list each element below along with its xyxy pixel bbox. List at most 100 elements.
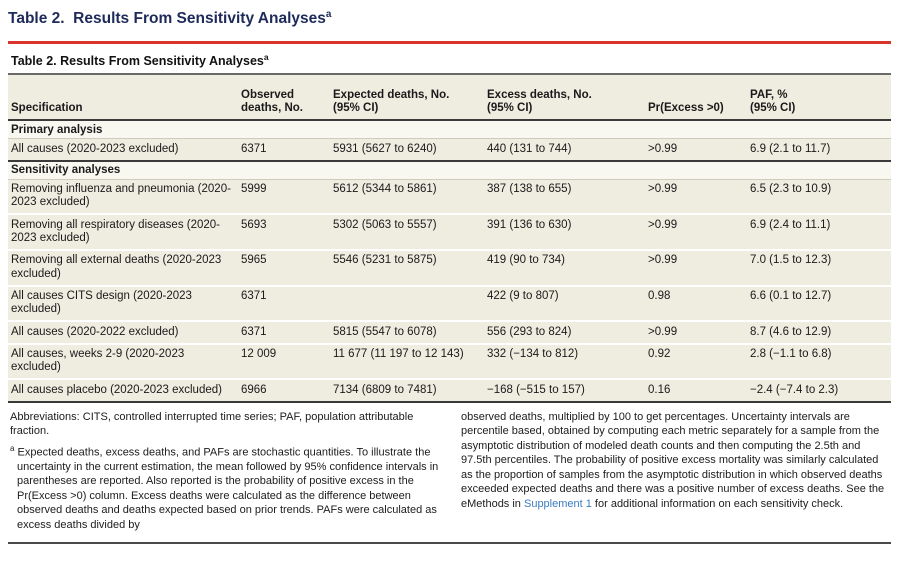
table-title: Table 2. Results From Sensitivity Analys… bbox=[11, 52, 891, 68]
table-cell: 6.5 (2.3 to 10.9) bbox=[750, 183, 832, 196]
table-cell: 387 (138 to 655) bbox=[487, 183, 572, 196]
column-header-line: Observed bbox=[241, 88, 295, 101]
page-title-text: Table 2. Results From Sensitivity Analys… bbox=[8, 10, 326, 28]
table-end-divider bbox=[8, 400, 891, 403]
table-cell: 5612 (5344 to 5861) bbox=[333, 183, 437, 196]
supplement-1-link[interactable]: Supplement 1 bbox=[523, 497, 592, 510]
header-divider bbox=[8, 119, 891, 122]
table-cell: 440 (131 to 744) bbox=[487, 142, 572, 155]
bottom-divider bbox=[8, 542, 891, 545]
table-cell: −2.4 (−7.4 to 2.3) bbox=[750, 383, 839, 396]
footnote-column-right: observed deaths, multiplied by 100 to ge… bbox=[461, 410, 890, 538]
table-cell: >0.99 bbox=[648, 325, 678, 338]
table-cell: >0.99 bbox=[648, 254, 678, 267]
table-cell: 419 (90 to 734) bbox=[487, 254, 566, 267]
table-row: All causes (2020-2022 excluded) 6371 5815 … bbox=[8, 320, 891, 343]
table-cell: 6.9 (2.4 to 11.1) bbox=[750, 218, 831, 231]
table-card: Table 2. Results From Sensitivity Analys… bbox=[8, 52, 891, 403]
column-header-line: (95% CI) bbox=[487, 101, 533, 114]
table-cell: 422 (9 to 807) bbox=[487, 290, 559, 303]
table-cell: 0.16 bbox=[648, 383, 671, 396]
table-row: All causes, weeks 2-9 (2020-2023 exclude… bbox=[8, 342, 891, 379]
table-cell: −168 (−515 to 157) bbox=[487, 383, 585, 396]
table-cell: Removing all external deaths (2020-2023 … bbox=[11, 254, 222, 280]
section-divider bbox=[8, 138, 891, 140]
table-cell: >0.99 bbox=[648, 183, 678, 196]
column-header-line: (95% CI) bbox=[750, 101, 796, 114]
table-cell: 7.0 (1.5 to 12.3) bbox=[750, 254, 832, 267]
column-header: Excess deaths, No. (95% CI) bbox=[487, 89, 648, 116]
section-header-row: Sensitivity analyses bbox=[8, 161, 891, 179]
table-cell: 5931 (5627 to 6240) bbox=[333, 142, 437, 155]
table-cell: All causes, weeks 2-9 (2020-2023 exclude… bbox=[11, 348, 185, 374]
section-divider bbox=[8, 178, 891, 180]
column-header-line: Excess deaths, No. bbox=[487, 88, 592, 101]
column-header-line: Specification bbox=[11, 101, 83, 114]
table-cell: All causes CITS design (2020-2023 exclud… bbox=[11, 290, 192, 316]
table-cell bbox=[333, 290, 487, 317]
column-header: Observed deaths, No. bbox=[241, 89, 333, 116]
table-cell: 2.8 (−1.1 to 6.8) bbox=[750, 348, 832, 361]
column-header-line: deaths, No. bbox=[241, 101, 303, 114]
footnote-a-marker: a bbox=[10, 443, 15, 453]
table-cell: 5546 (5231 to 5875) bbox=[333, 254, 437, 267]
table-cell: Removing influenza and pneumonia (2020-2… bbox=[11, 183, 231, 209]
column-header-line: Expected deaths, No. bbox=[333, 88, 450, 101]
footnotes: Abbreviations: CITS, controlled interrup… bbox=[10, 410, 890, 538]
table-cell: All causes (2020-2023 excluded) bbox=[11, 142, 179, 155]
column-header: Specification bbox=[11, 102, 241, 115]
table-row: Removing all external deaths (2020-2023 … bbox=[8, 248, 891, 285]
table-row: Removing influenza and pneumonia (2020-2… bbox=[8, 179, 891, 214]
table-row: All causes (2020-2023 excluded) 6371 5931 … bbox=[8, 139, 891, 160]
footnote-column-left: Abbreviations: CITS, controlled interrup… bbox=[10, 410, 439, 538]
column-header-line: (95% CI) bbox=[333, 101, 379, 114]
table-cell: 6.6 (0.1 to 12.7) bbox=[750, 290, 832, 303]
footnote-a-text: Expected deaths, excess deaths, and PAFs… bbox=[17, 446, 439, 531]
column-header: Pr(Excess >0) bbox=[648, 102, 750, 115]
table-row: All causes placebo (2020-2023 excluded) 6… bbox=[8, 378, 891, 401]
table-cell: 12 009 bbox=[241, 348, 277, 361]
table-cell: 0.92 bbox=[648, 348, 671, 361]
table-header-row: Specification Observed deaths, No. Expected… bbox=[8, 75, 891, 120]
table-body: Primary analysis All causes (2020-2023 ex… bbox=[8, 121, 891, 403]
column-header-line: PAF, % bbox=[750, 88, 788, 101]
footnote-text-after-link: for additional information on each sensi… bbox=[591, 497, 844, 510]
footnote-a: a Expected deaths, excess deaths, and PA… bbox=[10, 444, 439, 533]
table-cell: 5693 bbox=[241, 218, 267, 231]
column-header: Expected deaths, No. (95% CI) bbox=[333, 89, 487, 116]
table-cell: 5999 bbox=[241, 183, 267, 196]
table-cell: All causes placebo (2020-2023 excluded) bbox=[11, 383, 222, 396]
column-header: PAF, % (95% CI) bbox=[750, 89, 891, 116]
section-end-divider bbox=[8, 159, 891, 162]
table-cell: 11 677 (11 197 to 12 143) bbox=[333, 348, 464, 361]
table-cell: 7134 (6809 to 7481) bbox=[333, 383, 437, 396]
table-cell: 391 (136 to 630) bbox=[487, 218, 572, 231]
table-row: All causes CITS design (2020-2023 exclud… bbox=[8, 284, 891, 321]
table-cell: 0.98 bbox=[648, 290, 671, 303]
table-row: Removing all respiratory diseases (2020-… bbox=[8, 213, 891, 249]
table-cell: >0.99 bbox=[648, 218, 678, 231]
abbreviations-note: Abbreviations: CITS, controlled interrup… bbox=[10, 410, 414, 438]
page-title-footnote-marker: a bbox=[325, 9, 332, 20]
footnote-a-continued: observed deaths, multiplied by 100 to ge… bbox=[461, 410, 890, 512]
table-cell: 6371 bbox=[241, 290, 267, 303]
table-title-footnote-marker: a bbox=[263, 52, 269, 63]
table-cell: 6966 bbox=[241, 383, 267, 396]
page-title: Table 2. Results From Sensitivity Analys… bbox=[0, 0, 899, 28]
table-cell: >0.99 bbox=[648, 142, 678, 155]
table-cell: 6371 bbox=[241, 325, 267, 338]
table-cell: 5965 bbox=[241, 254, 267, 267]
table-cell: 5302 (5063 to 5557) bbox=[333, 218, 437, 231]
red-divider bbox=[8, 41, 891, 45]
title-divider bbox=[8, 73, 891, 76]
column-header-line: Pr(Excess >0) bbox=[648, 101, 724, 114]
section-header-row: Primary analysis bbox=[8, 121, 891, 139]
table-cell: 8.7 (4.6 to 12.9) bbox=[750, 325, 832, 338]
table-cell: Removing all respiratory diseases (2020-… bbox=[11, 218, 221, 245]
table-cell: 556 (293 to 824) bbox=[487, 325, 572, 338]
table-cell: 332 (−134 to 812) bbox=[487, 348, 579, 361]
table-cell: All causes (2020-2022 excluded) bbox=[11, 325, 179, 338]
table-title-text: Table 2. Results From Sensitivity Analys… bbox=[11, 54, 264, 69]
table-cell: 6.9 (2.1 to 11.7) bbox=[750, 142, 831, 155]
table-cell: 6371 bbox=[241, 142, 267, 155]
